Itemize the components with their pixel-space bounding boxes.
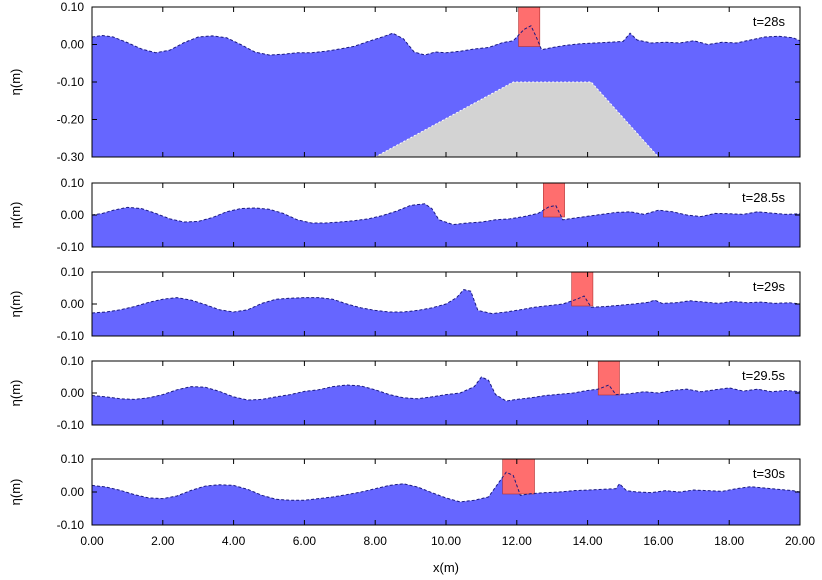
y-tick-label: 0.10 <box>61 354 85 368</box>
panel-2: 0.10 0.00 -0.10 η(m) t=28.5s <box>8 176 801 254</box>
x-tick-label: 14.00 <box>573 534 603 548</box>
y-tick-label: -0.10 <box>57 240 85 254</box>
water-fill-area <box>92 377 800 425</box>
surface-elevation-line <box>92 203 800 226</box>
y-tick-label: -0.10 <box>57 518 85 532</box>
surface-elevation-line <box>92 289 800 315</box>
x-tick-label: 4.00 <box>222 534 246 548</box>
panel-time-label: t=29.5s <box>742 368 786 383</box>
panel-4: 0.10 0.00 -0.10 η(m) t=29.5s <box>8 354 801 432</box>
y-axis-title: η(m) <box>8 479 23 506</box>
y-tick-label: -0.20 <box>57 113 85 127</box>
x-tick-label: 8.00 <box>364 534 388 548</box>
highlight-window <box>502 459 535 495</box>
x-tick-label: 10.00 <box>431 534 461 548</box>
water-fill-area <box>92 289 800 336</box>
highlight-window <box>597 361 620 396</box>
panel-plot-area <box>92 361 800 425</box>
highlight-window <box>543 183 565 218</box>
y-tick-label: -0.10 <box>57 418 85 432</box>
panel-time-label: t=29s <box>753 279 786 294</box>
x-tick-label: 16.00 <box>643 534 673 548</box>
panel-plot-area <box>92 272 800 336</box>
y-tick-label: -0.10 <box>57 75 85 89</box>
y-axis-title: η(m) <box>8 291 23 318</box>
surface-elevation-line <box>92 471 800 503</box>
panel-plot-area <box>92 7 800 157</box>
x-tick-label: 20.00 <box>785 534 815 548</box>
panels-group: 0.10 0.00 -0.10 -0.20 -0.30 η(m) t=28s 0.10 0.00… <box>8 0 801 532</box>
water-fill-area <box>92 203 800 247</box>
water-fill-area <box>92 472 800 525</box>
y-tick-label: -0.30 <box>57 150 85 164</box>
y-axis-title: η(m) <box>8 69 23 96</box>
panel-time-label: t=28s <box>753 14 786 29</box>
submerged-bar-structure <box>374 81 660 157</box>
highlight-window <box>571 272 594 307</box>
x-axis-title: x(m) <box>433 560 459 575</box>
surface-elevation-line <box>92 376 800 402</box>
y-tick-label: 0.00 <box>61 38 85 52</box>
x-tick-label: 18.00 <box>714 534 744 548</box>
panel-plot-area <box>92 459 800 525</box>
y-tick-label: 0.00 <box>61 297 85 311</box>
y-tick-label: 0.10 <box>61 452 85 466</box>
y-tick-label: -0.10 <box>57 329 85 343</box>
y-tick-label: 0.00 <box>61 386 85 400</box>
y-tick-label: 0.00 <box>61 485 85 499</box>
x-tick-label: 12.00 <box>502 534 532 548</box>
y-tick-label: 0.10 <box>61 0 85 14</box>
panel-time-label: t=30s <box>753 466 786 481</box>
panel-plot-area <box>92 183 800 247</box>
y-tick-label: 0.10 <box>61 265 85 279</box>
x-axis: 0.00 2.00 4.00 6.00 8.00 10.00 12.00 14.00 16.00… <box>80 534 815 548</box>
x-tick-label: 0.00 <box>80 534 104 548</box>
y-tick-label: 0.00 <box>61 208 85 222</box>
panel-time-label: t=28.5s <box>742 190 786 205</box>
x-tick-label: 6.00 <box>293 534 317 548</box>
y-axis-title: η(m) <box>8 380 23 407</box>
y-axis-title: η(m) <box>8 202 23 229</box>
panel-5: 0.10 0.00 -0.10 η(m) t=30s <box>8 452 801 532</box>
panel-3: 0.10 0.00 -0.10 η(m) t=29s <box>8 265 801 343</box>
panel-1: 0.10 0.00 -0.10 -0.20 -0.30 η(m) t=28s <box>8 0 801 164</box>
surface-elevation-line <box>92 25 800 56</box>
y-tick-label: 0.10 <box>61 176 85 190</box>
x-tick-label: 2.00 <box>151 534 175 548</box>
